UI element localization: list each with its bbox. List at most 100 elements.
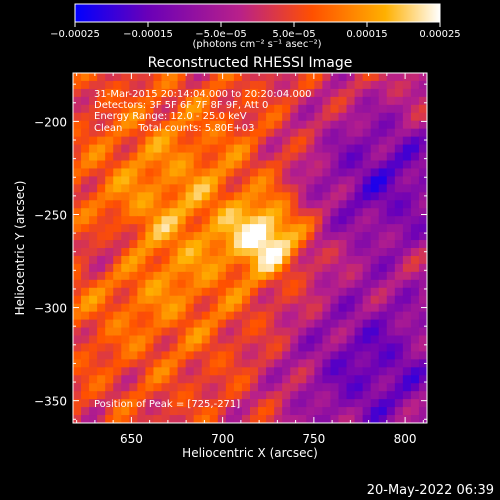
heatmap-cell: [241, 295, 251, 305]
heatmap-cell: [250, 327, 259, 337]
heatmap-cell: [81, 399, 90, 408]
heatmap-cell: [145, 120, 155, 130]
heatmap-cell: [217, 399, 227, 408]
heatmap-cell: [378, 343, 388, 352]
heatmap-cell: [306, 391, 315, 400]
heatmap-cell: [137, 279, 147, 289]
heatmap-cell: [81, 160, 90, 170]
heatmap-cell: [137, 311, 147, 321]
heatmap-cell: [185, 367, 195, 376]
heatmap-cell: [370, 319, 380, 329]
heatmap-cell: [370, 224, 380, 233]
heatmap-cell: [338, 407, 348, 416]
heatmap-cell: [290, 232, 299, 241]
heatmap-cell: [225, 120, 235, 130]
heatmap-cell: [354, 391, 364, 400]
heatmap-cell: [274, 216, 283, 225]
heatmap-cell: [418, 96, 427, 106]
heatmap-cell: [233, 391, 243, 400]
heatmap-cell: [370, 383, 380, 392]
heatmap-cell: [81, 184, 90, 193]
heatmap-cell: [81, 144, 90, 154]
heatmap-cell: [274, 192, 283, 201]
heatmap-cell: [322, 128, 332, 138]
heatmap-cell: [418, 128, 427, 138]
heatmap-cell: [73, 287, 82, 297]
heatmap-cell: [185, 200, 195, 209]
heatmap-cell: [362, 184, 372, 193]
heatmap-cell: [330, 152, 340, 162]
heatmap-cell: [225, 248, 235, 257]
heatmap-cell: [378, 144, 388, 154]
heatmap-cell: [233, 295, 243, 305]
heatmap-cell: [161, 208, 171, 217]
heatmap-cell: [346, 255, 356, 265]
heatmap-cell: [266, 303, 275, 313]
heatmap-cell: [137, 415, 147, 423]
heatmap-cell: [185, 73, 195, 82]
heatmap-cell: [298, 303, 307, 313]
heatmap-cell: [298, 271, 307, 281]
heatmap-cell: [298, 391, 307, 400]
heatmap-cell: [354, 80, 364, 90]
heatmap-cell: [394, 200, 404, 209]
heatmap-cell: [370, 232, 380, 241]
heatmap-cell: [225, 184, 235, 193]
colorbar-ticks: −0.00025 −0.00015 −5.0e−05 5.0e−05 0.00015 0.…: [50, 22, 461, 40]
heatmap-cell: [402, 359, 412, 368]
heatmap-cell: [322, 80, 332, 90]
heatmap-cell: [145, 271, 155, 281]
heatmap-cell: [362, 168, 372, 177]
heatmap-cell: [185, 208, 195, 217]
heatmap-cell: [161, 383, 171, 392]
heatmap-cell: [378, 176, 388, 185]
heatmap-cell: [250, 271, 259, 281]
heatmap-cell: [330, 279, 340, 289]
heatmap-cell: [145, 407, 155, 416]
heatmap-cell: [354, 287, 364, 297]
heatmap-cell: [177, 136, 187, 146]
heatmap-cell: [129, 303, 138, 313]
heatmap-cell: [137, 88, 147, 98]
heatmap-cell: [169, 383, 179, 392]
heatmap-cell: [386, 375, 396, 384]
heatmap-cell: [169, 128, 179, 138]
heatmap-cell: [282, 176, 291, 185]
heatmap-cell: [386, 160, 396, 170]
heatmap-cell: [185, 255, 195, 265]
heatmap-cell: [322, 160, 332, 170]
heatmap-cell: [410, 184, 420, 193]
heatmap-cell: [241, 168, 251, 177]
footer-date: 20-May-2022 06:39: [367, 483, 494, 498]
heatmap-cell: [73, 192, 82, 201]
heatmap-cell: [314, 160, 324, 170]
heatmap-cell: [137, 184, 147, 193]
heatmap-cell: [129, 391, 138, 400]
heatmap-cell: [346, 343, 356, 352]
heatmap-cell: [145, 399, 155, 408]
heatmap-cell: [250, 160, 259, 170]
heatmap-cell: [322, 184, 332, 193]
heatmap-cell: [314, 144, 324, 154]
heatmap-cell: [386, 287, 396, 297]
heatmap-cell: [362, 303, 372, 313]
heatmap-cell: [137, 303, 147, 313]
heatmap-cell: [81, 112, 90, 122]
heatmap-cell: [402, 200, 412, 209]
heatmap-cell: [282, 407, 291, 416]
heatmap-cell: [394, 152, 404, 162]
heatmap-cell: [394, 232, 404, 241]
heatmap-cell: [290, 327, 299, 337]
heatmap-cell: [129, 192, 138, 201]
heatmap-cell: [233, 184, 243, 193]
heatmap-cell: [209, 144, 219, 154]
heatmap-cell: [81, 73, 90, 82]
heatmap-cell: [217, 136, 227, 146]
heatmap-cell: [129, 128, 138, 138]
heatmap-cell: [105, 73, 114, 82]
heatmap-cell: [250, 311, 259, 321]
heatmap-cell: [282, 311, 291, 321]
heatmap-cell: [418, 104, 427, 114]
heatmap-cell: [225, 383, 235, 392]
heatmap-cell: [250, 80, 259, 90]
